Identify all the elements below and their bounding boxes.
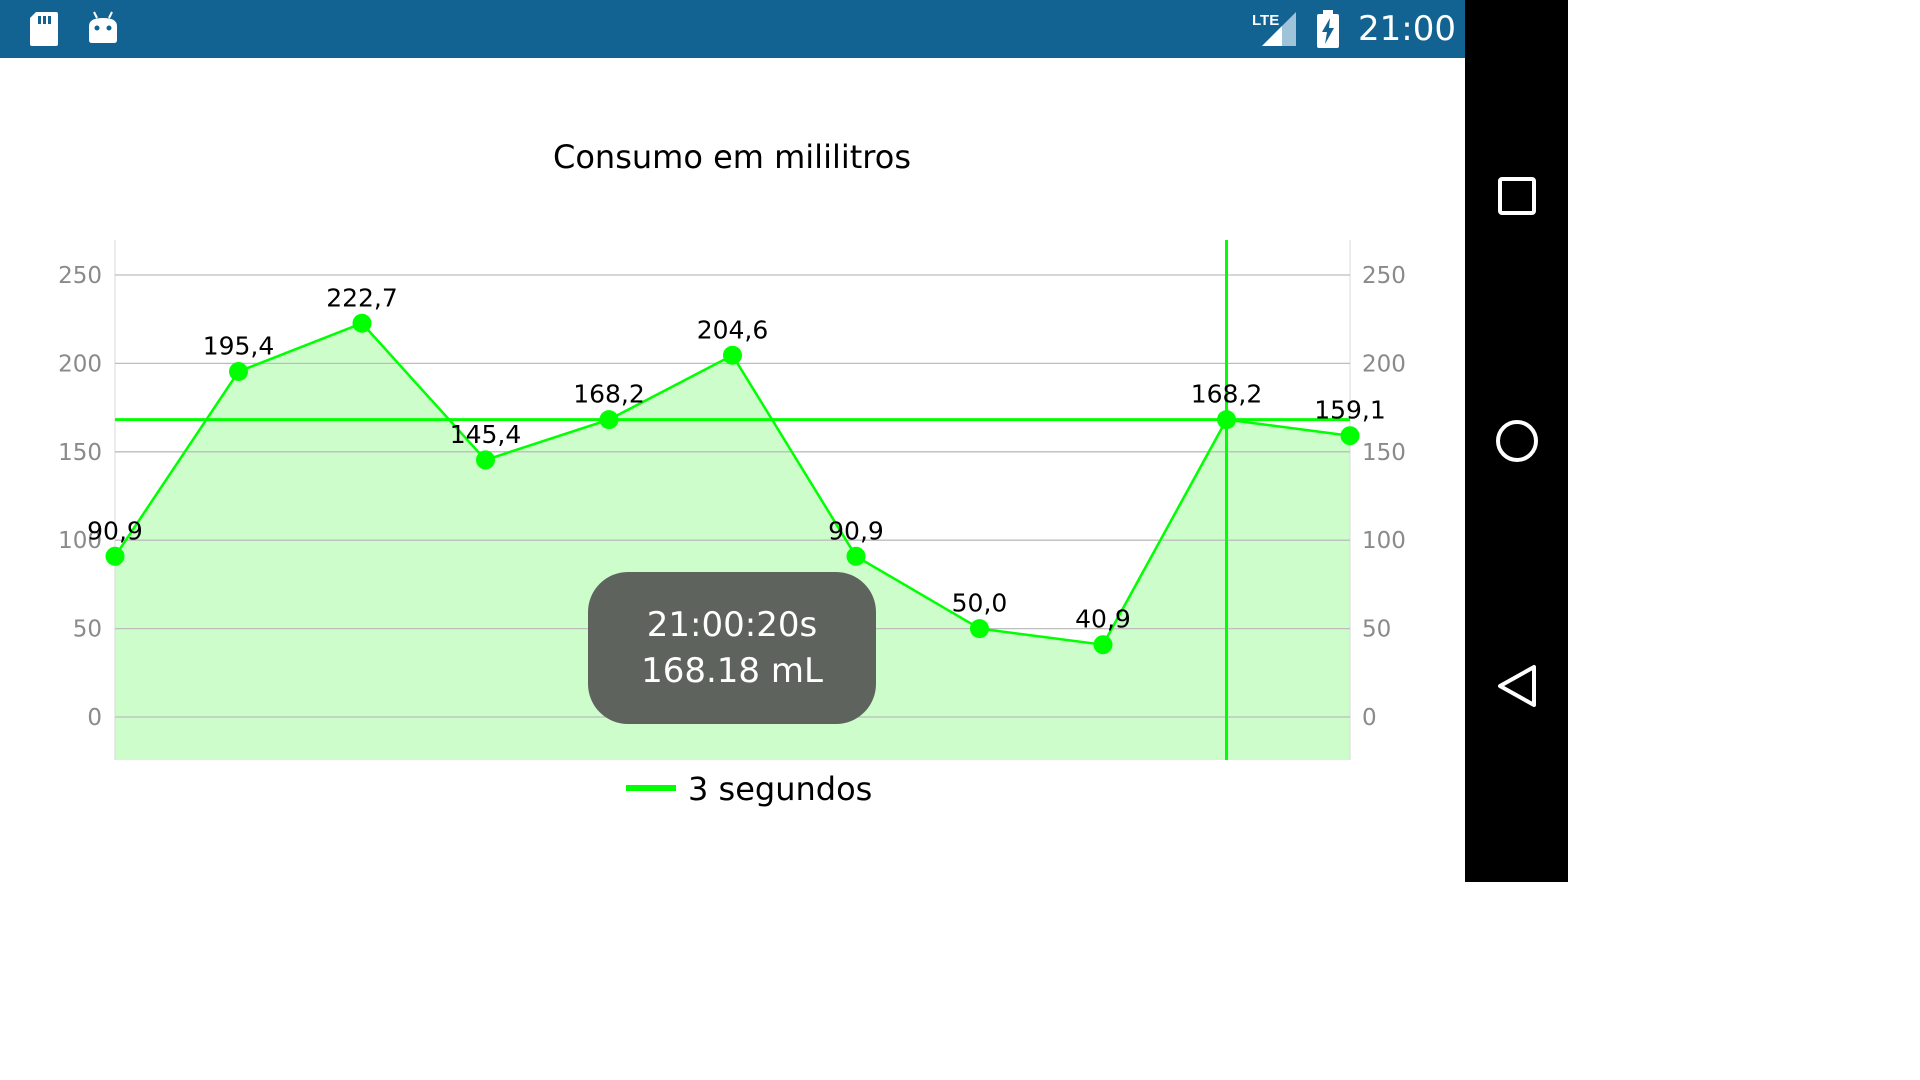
data-point [352, 313, 372, 333]
home-icon [1496, 420, 1538, 462]
tooltip-value: 168.18 mL [641, 651, 823, 691]
y-tick-label-left: 250 [58, 263, 102, 289]
data-label: 168,2 [573, 380, 645, 409]
data-label: 90,9 [828, 516, 884, 545]
y-tick-label-left: 0 [87, 705, 102, 731]
area-fill [115, 323, 1350, 760]
y-tick-label-right: 100 [1362, 528, 1406, 554]
y-tick-label-left: 150 [58, 440, 102, 466]
data-label: 204,6 [697, 315, 769, 344]
chart-title: Consumo em mililitros [553, 138, 911, 176]
y-tick-label-right: 50 [1362, 617, 1391, 643]
value-tooltip: 21:00:20s 168.18 mL [588, 572, 876, 724]
data-label: 222,7 [326, 283, 398, 312]
data-point [476, 450, 495, 470]
recents-button[interactable] [1487, 166, 1547, 226]
data-point [1340, 426, 1360, 446]
data-point [599, 410, 619, 430]
data-point [1093, 635, 1113, 655]
line-chart[interactable]: 0 0 50 50 100 100 150 150 200 200 250 250 90,9 195,4 2… [0, 58, 1465, 882]
data-point [229, 362, 248, 382]
status-bar: LTE 21:00 [0, 0, 1465, 58]
data-label: 168,2 [1191, 380, 1263, 409]
back-icon [1498, 665, 1536, 707]
y-tick-label-left: 50 [73, 617, 102, 643]
y-tick-label-right: 250 [1362, 263, 1406, 289]
data-point [970, 619, 989, 639]
data-point [723, 345, 742, 365]
chart-area[interactable]: 0 0 50 50 100 100 150 150 200 200 250 250 90,9 195,4 2… [0, 58, 1465, 882]
y-tick-label-left: 200 [58, 351, 102, 377]
data-label: 50,0 [952, 589, 1008, 618]
data-label: 159,1 [1314, 396, 1386, 425]
data-point [1217, 410, 1236, 430]
android-debug-icon [86, 10, 120, 51]
y-tick-label-right: 0 [1362, 705, 1377, 731]
sd-card-icon [28, 10, 60, 53]
status-clock: 21:00 [1358, 9, 1456, 49]
back-button[interactable] [1487, 656, 1547, 716]
data-label: 40,9 [1075, 605, 1131, 634]
data-point [846, 546, 866, 566]
lte-label: LTE [1252, 12, 1279, 29]
recents-icon [1498, 177, 1536, 215]
data-label: 145,4 [450, 420, 522, 449]
data-label: 90,9 [87, 516, 143, 545]
battery-charging-icon [1315, 10, 1341, 55]
tooltip-time: 21:00:20s [646, 605, 818, 645]
data-point [105, 546, 125, 566]
data-label: 195,4 [203, 332, 275, 361]
home-button[interactable] [1487, 411, 1547, 471]
lte-signal-icon: LTE [1252, 10, 1298, 53]
y-tick-label-right: 200 [1362, 351, 1406, 377]
legend-label: 3 segundos [688, 770, 872, 808]
navigation-bar [1465, 0, 1568, 882]
y-tick-label-left: 100 [58, 528, 102, 554]
y-tick-label-right: 150 [1362, 440, 1406, 466]
